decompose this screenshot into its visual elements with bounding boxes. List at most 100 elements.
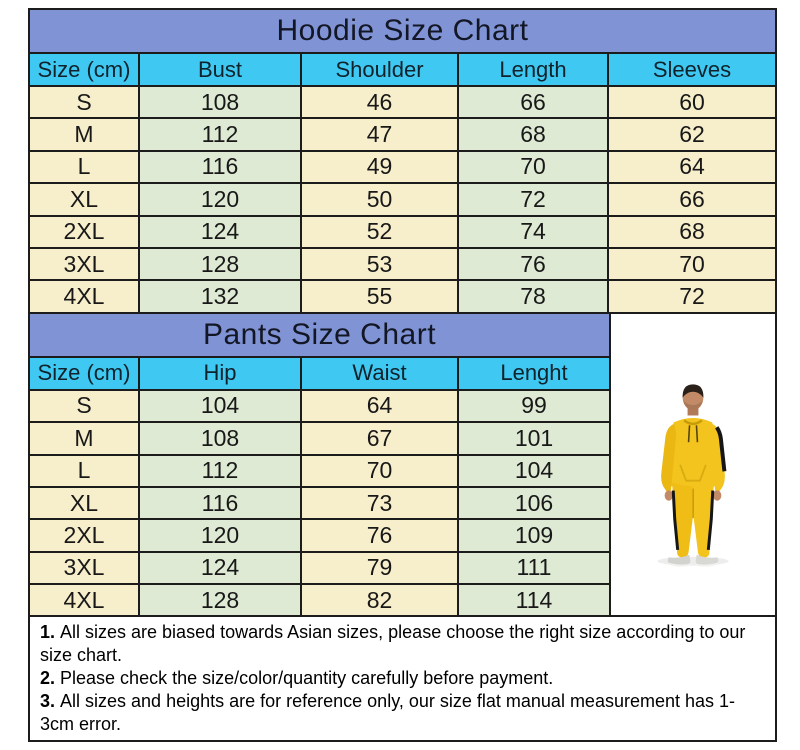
table-row: M 112 47 68 62	[30, 119, 775, 152]
table-cell: 76	[302, 520, 459, 553]
table-cell: 112	[140, 119, 302, 152]
hoodie-header-row: Size (cm) Bust Shoulder Length Sleeves	[30, 54, 775, 87]
table-cell: 111	[459, 552, 609, 586]
note-number: 3.	[40, 691, 56, 712]
table-cell: 132	[140, 281, 302, 314]
table-cell: 64	[302, 390, 459, 424]
table-cell: 66	[609, 184, 775, 217]
size-label-cell: 4XL	[30, 585, 140, 618]
size-label-cell: L	[30, 455, 140, 488]
table-row: S 108 46 66 60	[30, 87, 775, 120]
model-sneakers	[667, 554, 719, 567]
size-label-cell: 3XL	[30, 248, 140, 282]
table-cell: 64	[609, 151, 775, 185]
note-text: Please check the size/color/quantity car…	[60, 668, 554, 689]
size-chart-sheet: Hoodie Size Chart Size (cm) Bust Shoulde…	[28, 8, 777, 742]
note-line: 2. Please check the size/color/quantity c…	[40, 667, 765, 690]
size-label-cell: L	[30, 151, 140, 185]
column-header-size: Size (cm)	[30, 54, 140, 87]
note-line: 1. All sizes are biased towards Asian siz…	[40, 621, 765, 667]
column-header-hip: Hip	[140, 357, 302, 391]
column-header-waist: Waist	[302, 357, 459, 391]
table-cell: 79	[302, 552, 459, 586]
table-cell: 78	[459, 281, 609, 314]
tracksuit-model-illustration	[657, 384, 729, 567]
table-cell: 99	[459, 390, 609, 424]
table-cell: 108	[140, 87, 302, 120]
table-cell: 50	[302, 184, 459, 217]
table-row: L 112 70 104	[30, 455, 609, 488]
table-cell: 55	[302, 281, 459, 314]
table-cell: 120	[140, 184, 302, 217]
table-cell: 62	[609, 119, 775, 152]
table-cell: 49	[302, 151, 459, 185]
table-cell: 60	[609, 87, 775, 120]
table-cell: 104	[459, 455, 609, 488]
note-line: 3. All sizes and heights are for referenc…	[40, 690, 765, 736]
model-head	[682, 384, 704, 416]
table-cell: 72	[459, 184, 609, 217]
table-cell: 128	[140, 585, 302, 618]
note-number: 2.	[40, 668, 56, 689]
table-cell: 72	[609, 281, 775, 314]
size-label-cell: M	[30, 423, 140, 456]
table-cell: 53	[302, 248, 459, 282]
note-number: 1.	[40, 622, 56, 643]
table-cell: 112	[140, 455, 302, 488]
size-label-cell: 4XL	[30, 281, 140, 314]
table-cell: 68	[459, 119, 609, 152]
table-cell: 104	[140, 390, 302, 424]
size-label-cell: S	[30, 87, 140, 120]
column-header-lenght: Lenght	[459, 357, 609, 391]
table-cell: 128	[140, 248, 302, 282]
table-row: S 104 64 99	[30, 390, 609, 424]
table-cell: 52	[302, 216, 459, 249]
table-cell: 82	[302, 585, 459, 618]
column-header-length: Length	[459, 54, 609, 87]
product-photo	[611, 313, 775, 618]
model-hoodie	[661, 417, 727, 501]
pants-chart-title: Pants Size Chart	[30, 313, 609, 358]
table-cell: 114	[459, 585, 609, 618]
table-cell: 106	[459, 487, 609, 521]
table-row: XL 120 50 72 66	[30, 184, 775, 217]
model-pants	[671, 482, 715, 558]
table-row: 4XL 128 82 114	[30, 585, 609, 618]
table-row: 4XL 132 55 78 72	[30, 281, 775, 314]
table-cell: 109	[459, 520, 609, 553]
table-row: 3XL 128 53 76 70	[30, 248, 775, 282]
note-text: All sizes are biased towards Asian sizes…	[40, 622, 746, 666]
column-header-shoulder: Shoulder	[302, 54, 459, 87]
table-cell: 70	[459, 151, 609, 185]
pants-section: Pants Size Chart Size (cm) Hip Waist Len…	[30, 313, 775, 618]
column-header-bust: Bust	[140, 54, 302, 87]
table-cell: 66	[459, 87, 609, 120]
table-cell: 46	[302, 87, 459, 120]
size-label-cell: 2XL	[30, 520, 140, 553]
table-row: 2XL 120 76 109	[30, 520, 609, 553]
table-cell: 116	[140, 151, 302, 185]
table-row: L 116 49 70 64	[30, 151, 775, 185]
table-cell: 101	[459, 423, 609, 456]
table-cell: 70	[302, 455, 459, 488]
table-cell: 76	[459, 248, 609, 282]
table-row: 2XL 124 52 74 68	[30, 216, 775, 249]
note-text: All sizes and heights are for reference …	[40, 691, 736, 735]
table-cell: 116	[140, 487, 302, 521]
size-label-cell: S	[30, 390, 140, 424]
table-row: 3XL 124 79 111	[30, 552, 609, 586]
table-cell: 108	[140, 423, 302, 456]
table-cell: 70	[609, 248, 775, 282]
size-label-cell: XL	[30, 184, 140, 217]
size-label-cell: 2XL	[30, 216, 140, 249]
table-row: XL 116 73 106	[30, 487, 609, 521]
column-header-size: Size (cm)	[30, 357, 140, 391]
table-cell: 68	[609, 216, 775, 249]
table-cell: 73	[302, 487, 459, 521]
size-label-cell: 3XL	[30, 552, 140, 586]
column-header-sleeves: Sleeves	[609, 54, 775, 87]
pants-header-row: Size (cm) Hip Waist Lenght	[30, 357, 609, 391]
table-cell: 124	[140, 216, 302, 249]
table-cell: 120	[140, 520, 302, 553]
table-cell: 67	[302, 423, 459, 456]
